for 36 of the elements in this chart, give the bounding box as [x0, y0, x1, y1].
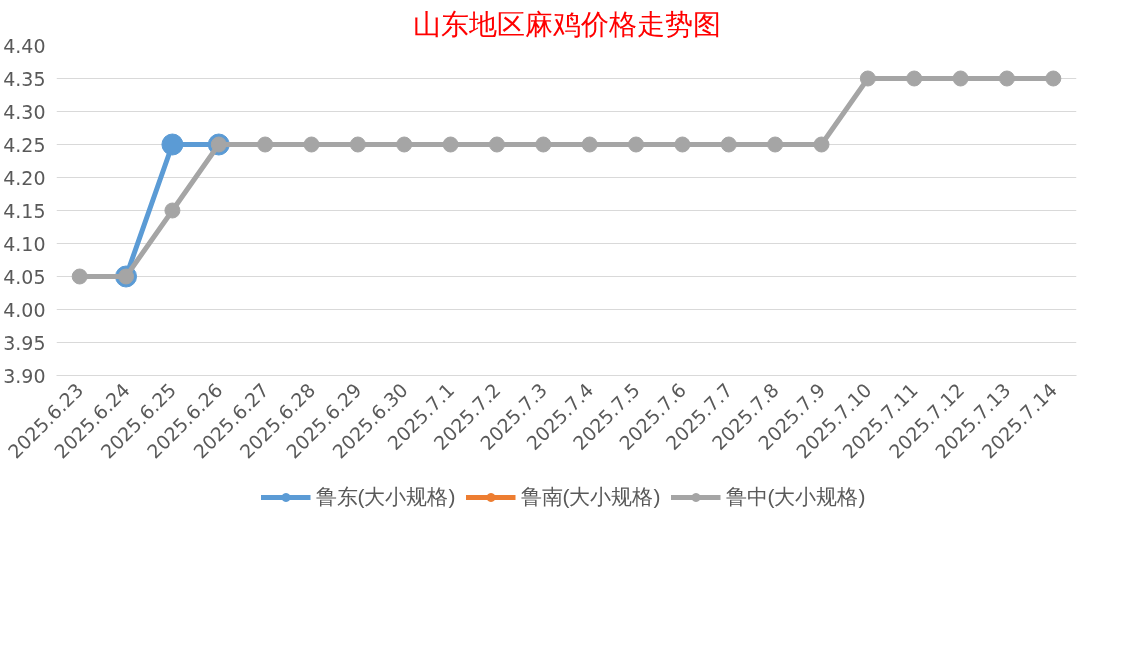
point — [71, 268, 88, 285]
y-tick-label: 4.00 — [3, 298, 46, 321]
point — [396, 136, 413, 153]
point — [906, 70, 923, 87]
y-tick-label: 4.30 — [3, 100, 46, 123]
point — [442, 136, 459, 153]
point — [488, 136, 505, 153]
point — [303, 136, 320, 153]
point — [349, 136, 366, 153]
y-tick-label: 4.40 — [3, 34, 46, 57]
y-tick-label: 3.90 — [3, 364, 46, 387]
point — [998, 70, 1015, 87]
y-tick-label: 4.10 — [3, 232, 46, 255]
chart-title: 山东地区麻鸡价格走势图 — [412, 7, 721, 41]
y-tick-label: 4.35 — [3, 67, 46, 90]
point — [535, 136, 552, 153]
y-tick-label: 4.15 — [3, 199, 46, 222]
point — [164, 202, 181, 219]
y-tick-label: 4.25 — [3, 133, 46, 156]
point — [161, 133, 184, 156]
legend-label: 鲁中(大小规格) — [725, 484, 866, 510]
y-tick-label: 3.95 — [3, 331, 46, 354]
point — [813, 136, 830, 153]
point — [952, 70, 969, 87]
y-tick-label: 4.05 — [3, 265, 46, 288]
point — [257, 136, 274, 153]
point — [628, 136, 645, 153]
point — [720, 136, 737, 153]
point — [767, 136, 784, 153]
point — [1045, 70, 1062, 87]
point — [859, 70, 876, 87]
point — [674, 136, 691, 153]
legend-label: 鲁东(大小规格) — [315, 484, 456, 510]
point — [581, 136, 598, 153]
legend-label: 鲁南(大小规格) — [520, 484, 661, 510]
y-tick-label: 4.20 — [3, 166, 46, 189]
